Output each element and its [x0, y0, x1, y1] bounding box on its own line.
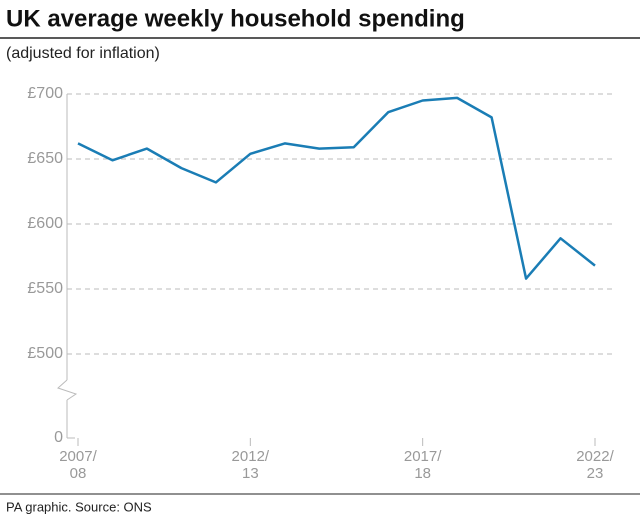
axis-break [57, 379, 78, 401]
x-tick-label-box: 2022/ 23 [576, 448, 614, 482]
chart-title: UK average weekly household spending [6, 5, 465, 32]
x-tick-label: 2022/ 23 [576, 448, 614, 482]
x-tick-label: 2017/ 18 [403, 448, 442, 482]
y-tick-label: £550 [27, 280, 63, 297]
y-tick-label: £650 [27, 150, 63, 167]
y-tick-label: £600 [27, 215, 63, 232]
x-tick-label-box: 2007/ 08 [59, 448, 97, 482]
chart-subtitle: (adjusted for inflation) [6, 45, 160, 62]
x-tick-label-box: 2017/ 18 [403, 448, 442, 482]
y-tick-label: 0 [54, 429, 63, 446]
x-tick-label: 2007/ 08 [59, 448, 97, 482]
y-tick-label: £700 [27, 85, 63, 102]
x-tick-label-box: 2012/ 13 [231, 448, 270, 482]
source: PA graphic. Source: ONS [6, 499, 152, 514]
x-tick-label: 2012/ 13 [231, 448, 270, 482]
line [77, 96, 596, 280]
y-tick-label: £500 [27, 345, 63, 362]
